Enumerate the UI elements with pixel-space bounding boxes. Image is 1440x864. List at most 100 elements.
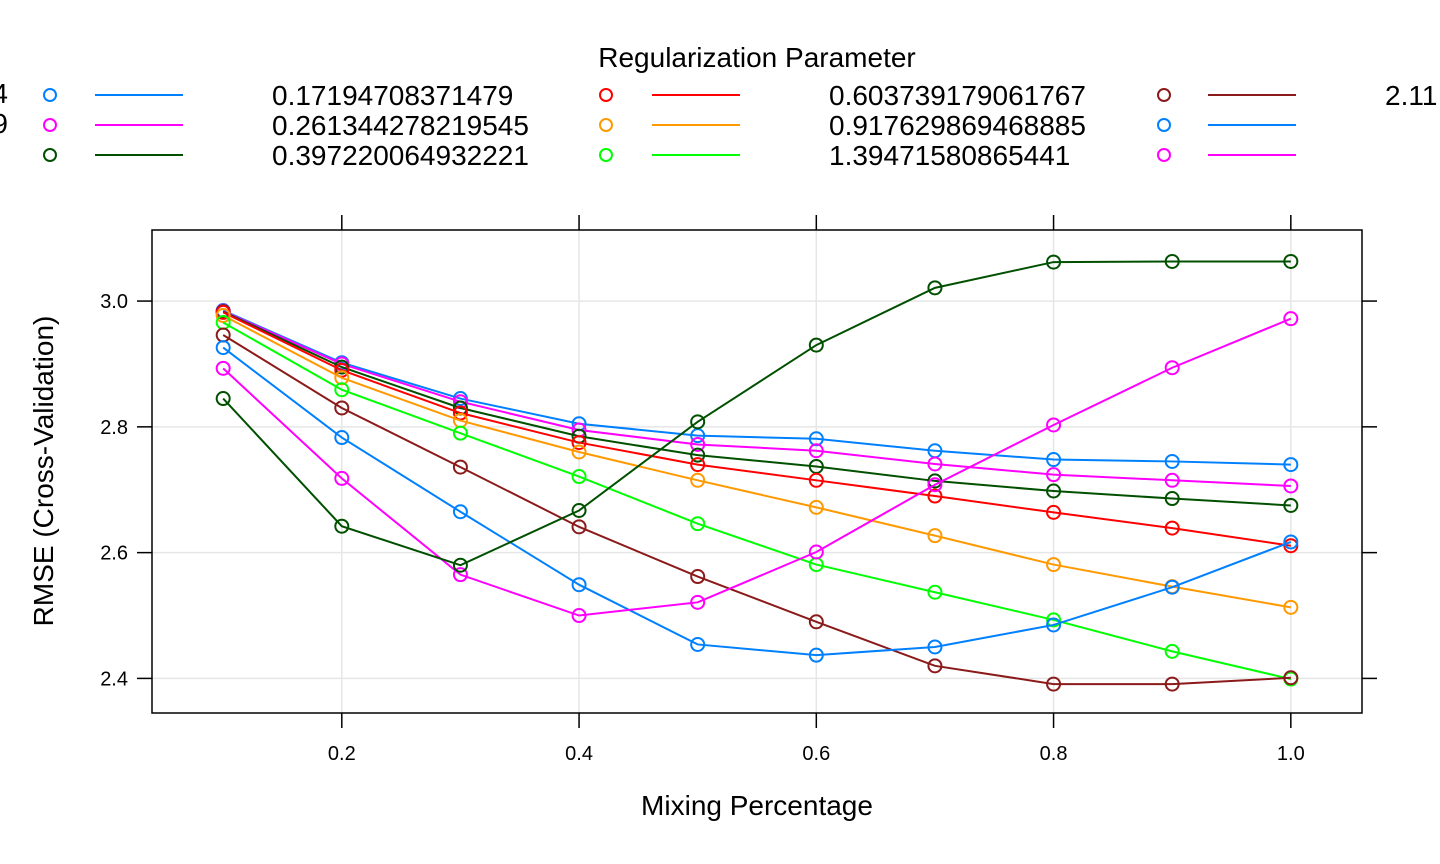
data-point: [690, 436, 706, 452]
data-point: [571, 444, 587, 460]
data-point: [808, 337, 824, 353]
data-point: [1283, 538, 1299, 554]
data-point: [215, 360, 231, 376]
data-point: [927, 488, 943, 504]
legend-label: 0.917629869468885: [829, 110, 1086, 141]
data-point: [215, 340, 231, 356]
legend-label: 2.11: [1385, 80, 1437, 111]
data-point: [1283, 670, 1299, 686]
data-point: [215, 308, 231, 324]
data-point: [1164, 579, 1180, 595]
series-10: [215, 253, 1299, 573]
data-point: [1283, 497, 1299, 513]
legend-label: 0.397220064932221: [272, 140, 529, 171]
legend: Regularization Parameter 4 9 0.171947083…: [0, 42, 1437, 171]
data-point: [808, 647, 824, 663]
x-axis-title: Mixing Percentage: [641, 790, 873, 821]
data-point: [452, 425, 468, 441]
data-point: [808, 472, 824, 488]
data-point: [1283, 457, 1299, 473]
data-point: [571, 502, 587, 518]
y-tick-label: 3.0: [100, 291, 128, 313]
data-point: [1164, 472, 1180, 488]
data-point: [1164, 253, 1180, 269]
legend-label: 0.17194708371479: [272, 80, 513, 111]
series-line: [222, 346, 1292, 657]
data-point: [690, 472, 706, 488]
x-tick-label: 0.8: [1040, 743, 1068, 765]
data-point: [1164, 360, 1180, 376]
data-point: [690, 457, 706, 473]
data-point: [1046, 617, 1062, 633]
y-tick-label: 2.4: [100, 668, 128, 690]
data-point: [1283, 534, 1299, 550]
data-point: [808, 431, 824, 447]
x-tick-label: 0.2: [328, 743, 356, 765]
legend-items: 0.171947083714790.2613442782195450.39722…: [43, 80, 1437, 171]
legend-symbol: [599, 88, 613, 102]
series-line: [222, 314, 1291, 609]
data-point: [1164, 520, 1180, 536]
data-point: [690, 516, 706, 532]
series-line: [222, 334, 1291, 686]
series-7: [215, 327, 1299, 692]
series-line: [222, 310, 1291, 507]
data-point: [927, 280, 943, 296]
data-point: [1283, 478, 1299, 494]
series-9: [215, 311, 1299, 624]
data-point: [452, 557, 468, 573]
data-point: [452, 504, 468, 520]
data-point: [927, 456, 943, 472]
legend-label: 1.39471580865441: [829, 140, 1070, 171]
legend-symbol: [1157, 118, 1171, 132]
axis-ticks: 0.2 0.4 0.6 0.8 1.0 2.4 2.6 2.8 3.0: [100, 215, 1377, 765]
data-point: [1046, 504, 1062, 520]
data-point: [1283, 253, 1299, 269]
series-8: [215, 340, 1299, 663]
series-line: [222, 260, 1291, 567]
y-axis-title: RMSE (Cross-Validation): [28, 316, 59, 627]
series-2: [215, 303, 1299, 494]
data-point: [1164, 643, 1180, 659]
data-point: [1046, 557, 1062, 573]
legend-symbol: [599, 148, 613, 162]
data-point: [1164, 676, 1180, 692]
data-point: [1164, 453, 1180, 469]
data-point: [808, 499, 824, 515]
data-point: [1046, 483, 1062, 499]
data-point: [334, 470, 350, 486]
data-point: [927, 639, 943, 655]
data-point: [927, 584, 943, 600]
data-point: [927, 658, 943, 674]
x-tick-label: 0.4: [565, 743, 593, 765]
data-point: [571, 519, 587, 535]
data-point: [690, 447, 706, 463]
data-point: [1046, 467, 1062, 483]
legend-cut-label-2: 9: [0, 108, 8, 139]
series-line: [222, 321, 1292, 681]
data-point: [927, 477, 943, 493]
legend-label: 0.603739179061767: [829, 80, 1086, 111]
legend-symbol: [1157, 148, 1171, 162]
x-tick-label: 0.6: [802, 743, 830, 765]
legend-symbol: [43, 88, 57, 102]
data-point: [1046, 254, 1062, 270]
series-layer: [215, 253, 1299, 692]
legend-symbol: [1157, 88, 1171, 102]
data-point: [1283, 599, 1299, 615]
series-3: [215, 304, 1299, 513]
data-point: [452, 459, 468, 475]
data-point: [808, 614, 824, 630]
data-point: [571, 435, 587, 451]
legend-symbol: [43, 118, 57, 132]
data-point: [808, 443, 824, 459]
series-4: [215, 304, 1299, 554]
data-point: [1164, 491, 1180, 507]
data-point: [690, 414, 706, 430]
x-tick-label: 1.0: [1277, 743, 1305, 765]
data-point: [1046, 612, 1062, 628]
data-point: [334, 370, 350, 386]
data-point: [808, 544, 824, 560]
data-point: [1046, 452, 1062, 468]
